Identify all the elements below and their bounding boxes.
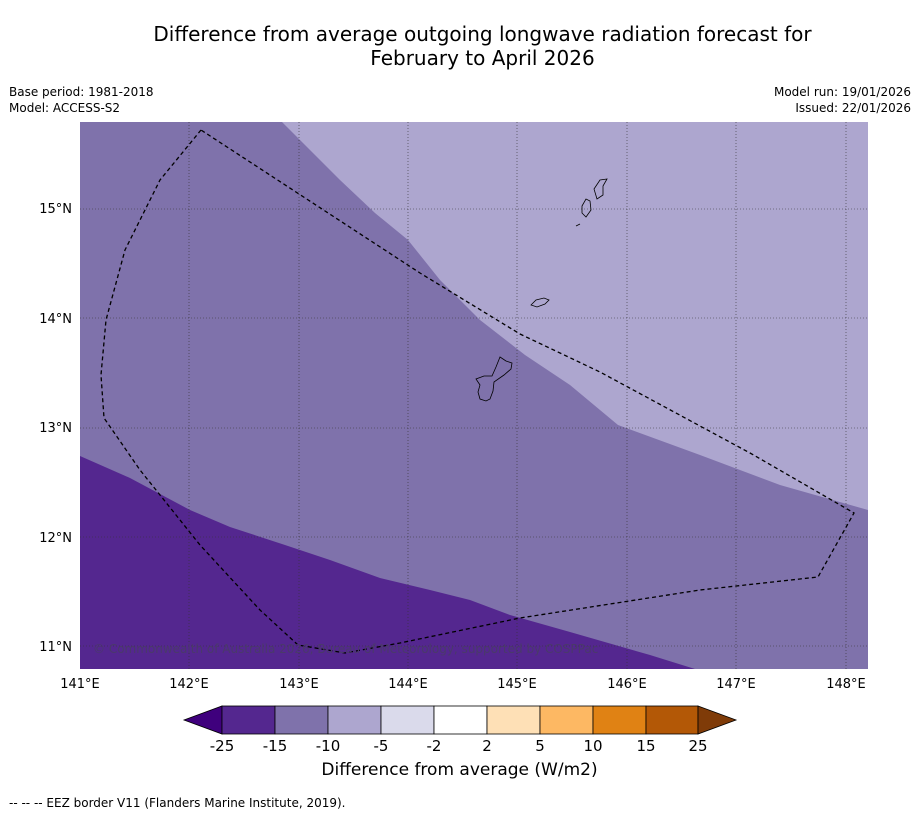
- colorbar-tick-label: 15: [636, 737, 655, 755]
- lon-label-148: 148°E: [826, 677, 866, 692]
- colorbar-segment: [645, 705, 699, 735]
- eez-border: [100, 129, 855, 654]
- model-name: Model: ACCESS-S2: [9, 101, 121, 115]
- colorbar-tick-label: 10: [583, 737, 602, 755]
- colorbar-tick-label: 2: [482, 737, 492, 755]
- meta-right: Model run: 19/01/2026 Issued: 22/01/2026: [774, 84, 911, 116]
- islands: [475, 178, 608, 402]
- map-area: © Commonwealth of Australia 2026, Bureau…: [80, 122, 868, 669]
- colorbar: -25 -15 -10 -5 -2 2 5 10 15 25: [182, 705, 738, 755]
- colorbar-title: Difference from average (W/m2): [321, 760, 598, 780]
- colorbar-segment: [539, 705, 594, 735]
- colorbar-segment: [433, 705, 488, 735]
- lat-label-13: 13°N: [39, 421, 72, 436]
- island-tinian: [581, 198, 592, 218]
- colorbar-segment: [380, 705, 435, 735]
- colorbar-arrow-left: [182, 705, 223, 735]
- map-title: Difference from average outgoing longwav…: [0, 22, 919, 70]
- colorbar-tick-label: -25: [210, 737, 235, 755]
- title-line-2: February to April 2026: [370, 46, 595, 70]
- colorbar-arrow-right: [697, 705, 738, 735]
- colorbar-segment: [327, 705, 382, 735]
- lon-label-145: 145°E: [497, 677, 537, 692]
- island-aguijan: [575, 223, 581, 227]
- title-line-1: Difference from average outgoing longwav…: [153, 22, 812, 46]
- lon-label-146: 146°E: [607, 677, 647, 692]
- colorbar-tick-label: 5: [535, 737, 545, 755]
- colorbar-tick-label: -5: [374, 737, 389, 755]
- copyright-notice: © Commonwealth of Australia 2026, Bureau…: [93, 642, 598, 656]
- meta-left: Base period: 1981-2018 Model: ACCESS-S2: [9, 84, 154, 116]
- colorbar-segment: [274, 705, 329, 735]
- model-run: Model run: 19/01/2026: [773, 85, 911, 99]
- colorbar-segment: [592, 705, 647, 735]
- lon-label-143: 143°E: [279, 677, 319, 692]
- colorbar-tick-label: -10: [316, 737, 341, 755]
- lon-label-142: 142°E: [169, 677, 209, 692]
- grid-lines: [80, 122, 868, 669]
- latitude-labels: 15°N 14°N 13°N 12°N 11°N: [39, 202, 72, 655]
- eez-footnote: -- -- -- EEZ border V11 (Flanders Marine…: [9, 796, 346, 810]
- lat-label-14: 14°N: [39, 312, 72, 327]
- island-guam: [475, 356, 513, 402]
- island-saipan: [593, 178, 608, 200]
- colorbar-segment: [486, 705, 541, 735]
- lon-label-141: 141°E: [60, 677, 100, 692]
- colorbar-ticks: -25 -15 -10 -5 -2 2 5 10 15 25: [210, 737, 708, 755]
- region-mid-purple: [80, 122, 868, 669]
- lat-label-15: 15°N: [39, 202, 72, 217]
- region-dark-purple: [80, 456, 695, 669]
- colorbar-tick-label: -15: [263, 737, 288, 755]
- lon-label-147: 147°E: [716, 677, 756, 692]
- issued-date: Issued: 22/01/2026: [795, 101, 911, 115]
- colorbar-tick-label: 25: [688, 737, 707, 755]
- colorbar-tick-label: -2: [427, 737, 442, 755]
- colorbar-segment: [221, 705, 276, 735]
- lon-label-144: 144°E: [388, 677, 428, 692]
- island-rota: [530, 297, 550, 308]
- lat-label-12: 12°N: [39, 531, 72, 546]
- longitude-labels: 141°E 142°E 143°E 144°E 145°E 146°E 147°…: [60, 677, 866, 692]
- lat-label-11: 11°N: [39, 640, 72, 655]
- base-period: Base period: 1981-2018: [9, 85, 154, 99]
